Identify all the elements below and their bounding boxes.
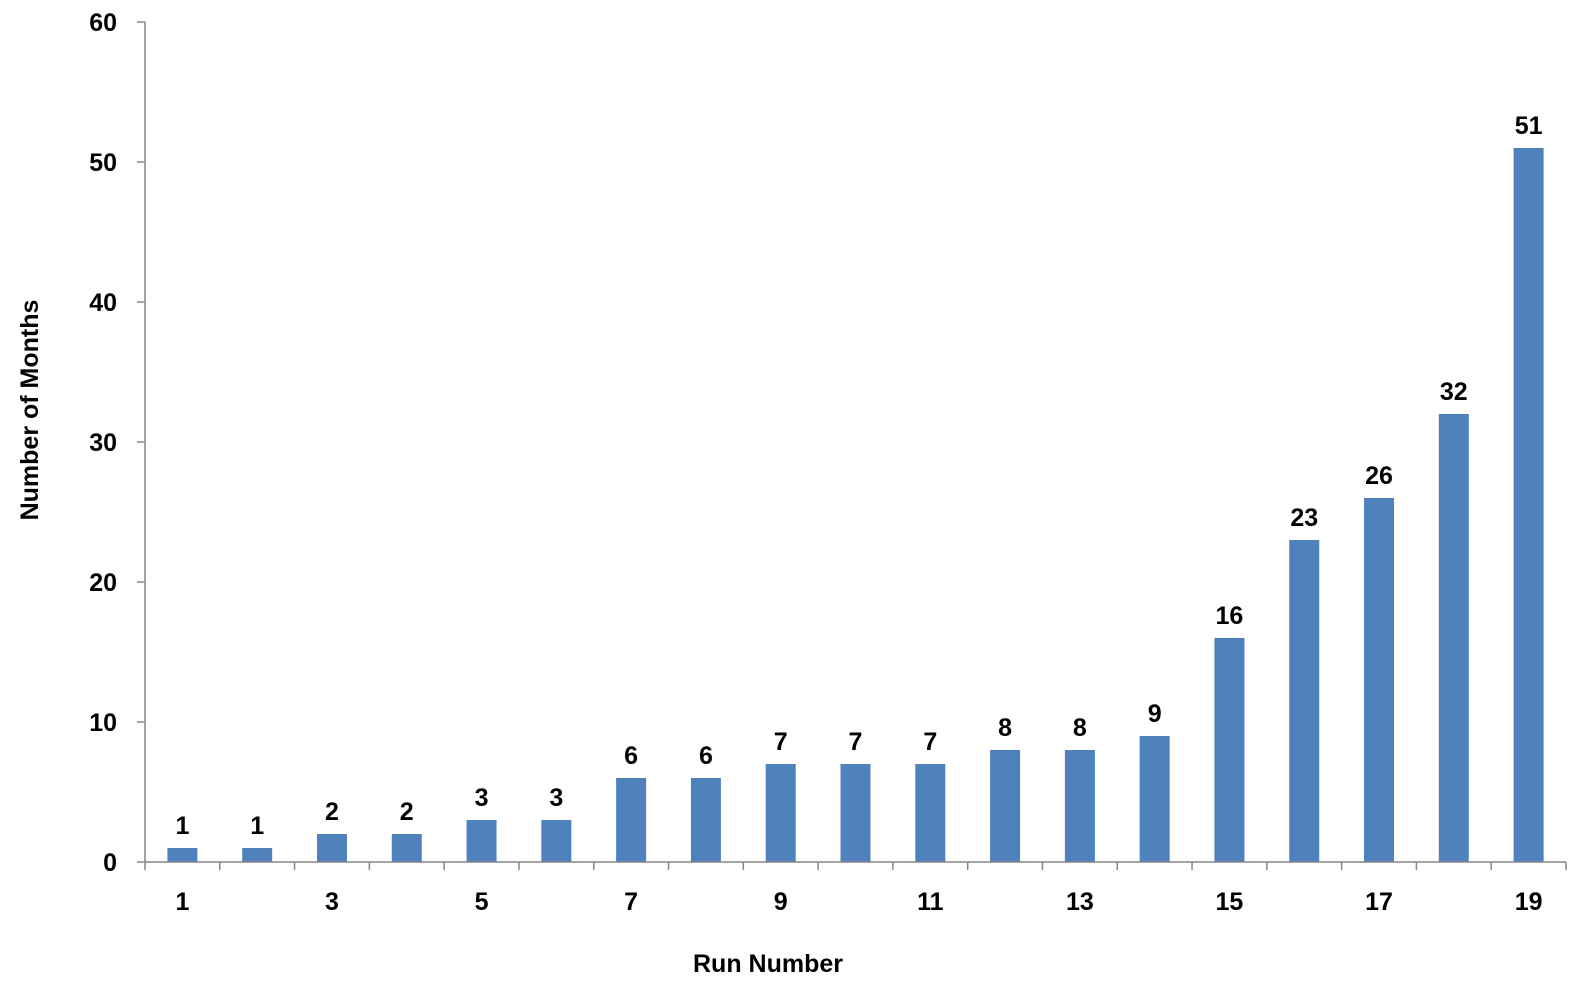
x-axis-title: Run Number [693,950,843,978]
data-label: 51 [1515,112,1543,140]
data-label: 7 [923,728,937,756]
data-label: 16 [1216,602,1244,630]
y-axis: 0 10 20 30 40 50 60 [89,9,146,877]
bar [1364,498,1395,862]
y-tick-label: 60 [89,9,117,37]
x-tick-label: 19 [1515,888,1543,916]
y-tick-label: 50 [89,149,117,177]
y-tick-label: 10 [89,709,117,737]
data-label: 8 [1073,714,1087,742]
x-tick-label: 7 [624,888,638,916]
x-tick-label: 13 [1066,888,1094,916]
bar [316,834,347,862]
y-tick-label: 40 [89,289,117,317]
bar [391,834,422,862]
data-label: 1 [250,812,264,840]
bar [690,778,721,862]
data-label: 7 [849,728,863,756]
y-tick-label: 30 [89,429,117,457]
y-tick-label: 20 [89,569,117,597]
data-label: 26 [1365,462,1393,490]
bar [1064,750,1095,862]
bar [840,764,871,862]
bar [541,820,572,862]
data-label: 2 [400,798,414,826]
data-label: 3 [475,784,489,812]
bar [1214,638,1245,862]
y-tick-label: 0 [103,849,117,877]
bar [466,820,497,862]
x-tick-label: 17 [1365,888,1393,916]
x-tick-label: 5 [475,888,489,916]
data-label: 6 [624,742,638,770]
data-label: 6 [699,742,713,770]
data-label: 23 [1290,504,1318,532]
data-label: 1 [175,812,189,840]
bars-group [167,148,1544,862]
x-axis: 1 3 5 7 9 11 13 15 17 19 [144,861,1567,916]
bar [1139,736,1170,862]
x-tick-label: 15 [1216,888,1244,916]
bar [616,778,647,862]
x-tick-label: 9 [774,888,788,916]
y-axis-title: Number of Months [16,300,44,521]
x-tick-label: 1 [175,888,189,916]
bar [1438,414,1469,862]
bar [915,764,946,862]
bar [1513,148,1544,862]
bar [242,848,273,862]
data-label: 9 [1148,700,1162,728]
data-label: 7 [774,728,788,756]
x-tick-label: 11 [917,888,944,916]
bar [765,764,796,862]
data-label: 8 [998,714,1012,742]
bar [1289,540,1320,862]
data-label: 2 [325,798,339,826]
data-label: 3 [549,784,563,812]
bar [990,750,1021,862]
bar [167,848,198,862]
x-tick-label: 3 [325,888,339,916]
data-label: 32 [1440,378,1468,406]
